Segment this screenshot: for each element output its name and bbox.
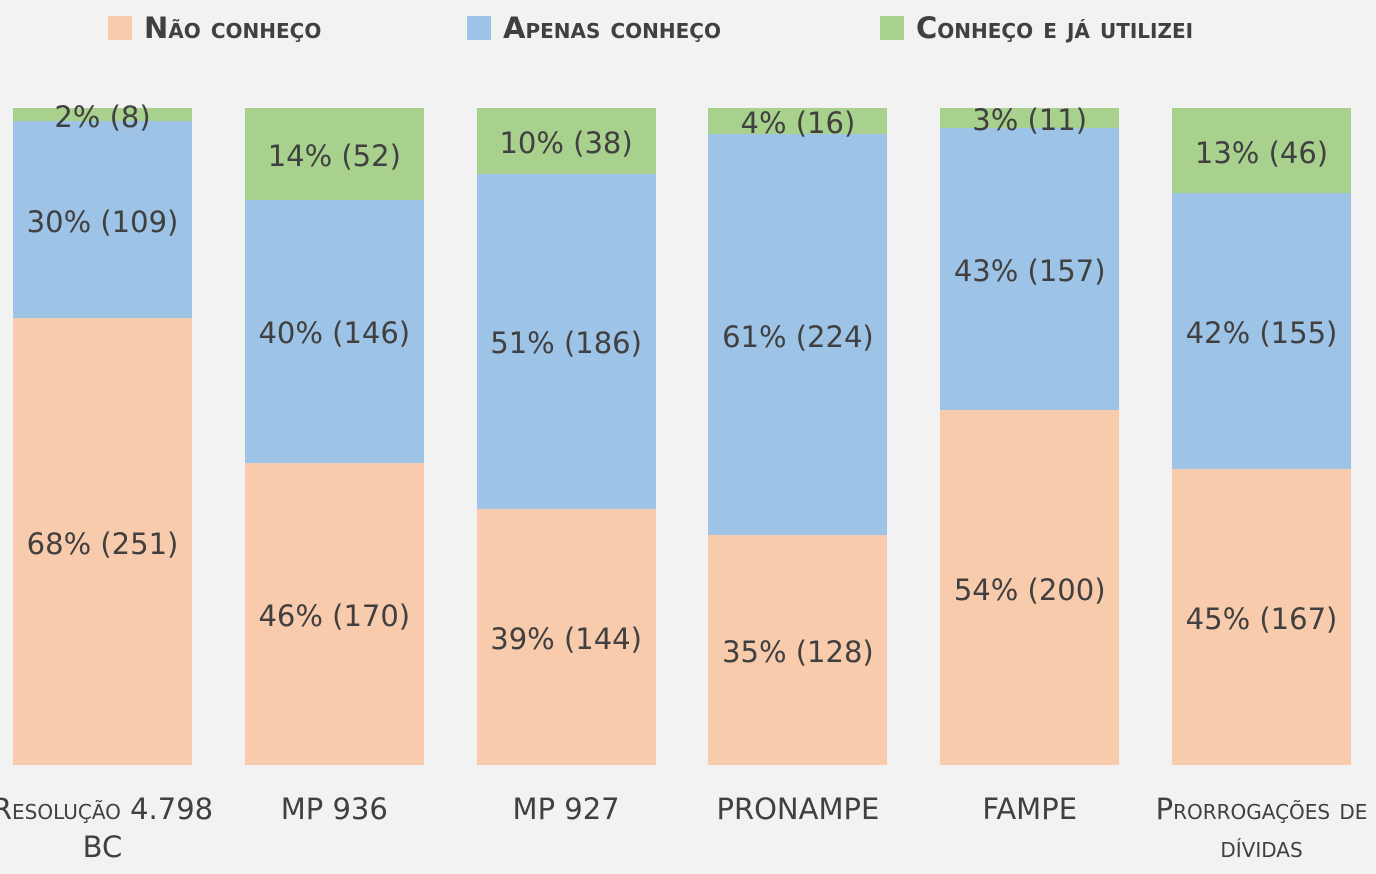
x-tick-label: FAMPE [982,792,1078,826]
bar-segment [476,108,656,174]
x-tick-label: PRONAMPE [716,792,880,826]
bar-segment [940,108,1120,128]
bar-segment [708,108,888,135]
bar-segment [708,535,888,765]
x-tick-label: MP 927 [512,792,620,826]
bar-segment [476,173,656,509]
x-tick-label: MP 936 [280,792,388,826]
bar-segment [708,134,888,536]
bar-segment [940,127,1120,411]
bar-segment [13,121,192,319]
bar-segment [13,318,192,765]
bar-segment [244,462,424,765]
data-label: 43% (157) [953,253,1106,288]
legend-swatch [467,16,491,40]
data-label: 46% (170) [258,598,411,633]
legend-item: Apenas conheço [467,10,721,46]
data-label: 40% (146) [258,316,411,351]
bar-segment [1172,469,1351,765]
data-label: 30% (109) [26,204,179,239]
x-tick-label: Prorrogações de dívidas [1155,792,1368,864]
bar-segment [940,410,1120,765]
bar-segment [13,108,192,122]
legend-swatch [880,16,904,40]
data-label: 3% (11) [972,102,1088,137]
x-tick-label: Resolução 4.798 BC [0,792,214,864]
data-label: 35% (128) [722,635,874,670]
legend-label: Não conheço [144,11,322,45]
data-label: 10% (38) [499,125,633,160]
data-label: 14% (52) [267,138,401,173]
bar-segment [244,108,424,200]
bar-segment [244,199,424,463]
legend-item: Conheço e já utilizei [880,10,1193,46]
bar-segment [476,508,656,765]
legend-label: Apenas conheço [503,11,721,45]
data-label: 45% (167) [1185,602,1338,637]
data-label: 42% (155) [1185,316,1338,351]
data-label: 39% (144) [490,621,642,656]
legend-swatch [108,16,132,40]
data-label: 2% (8) [54,99,151,134]
data-label: 68% (251) [26,526,179,561]
data-label: 13% (46) [1194,135,1329,170]
data-label: 61% (224) [722,319,874,354]
data-label: 4% (16) [740,106,856,141]
legend-item: Não conheço [108,10,321,46]
bar-segment [1172,193,1351,470]
data-label: 51% (186) [490,326,642,361]
legend-label: Conheço e já utilizei [916,11,1194,45]
bar-segment [1172,108,1351,194]
data-label: 54% (200) [953,572,1106,607]
